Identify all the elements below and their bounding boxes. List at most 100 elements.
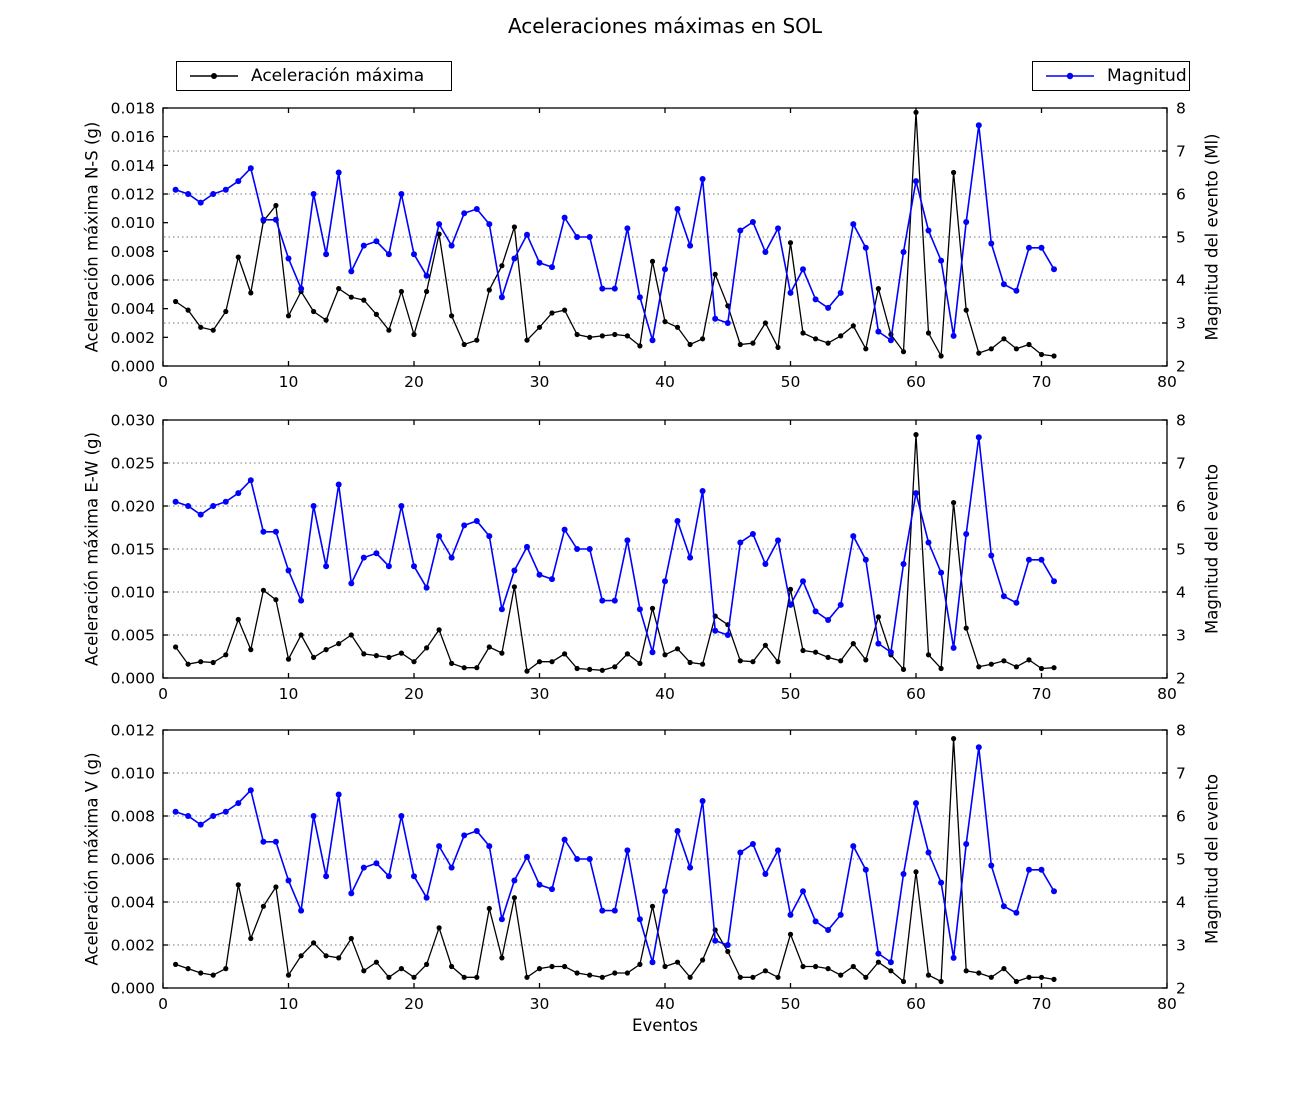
series-aceleracion-marker xyxy=(398,288,404,295)
series-aceleracion-marker xyxy=(612,331,618,338)
series-aceleracion-marker xyxy=(813,336,819,342)
series-aceleracion-marker xyxy=(637,343,643,349)
series-aceleracion-marker xyxy=(687,659,693,666)
series-aceleracion-marker xyxy=(925,330,932,336)
series-magnitud-marker xyxy=(925,539,932,546)
y-tick-label-left: 0.025 xyxy=(111,455,155,473)
y-tick-label-left: 0.014 xyxy=(111,157,155,175)
series-aceleracion-marker xyxy=(235,616,241,623)
series-aceleracion-marker xyxy=(361,968,367,974)
series-magnitud-marker xyxy=(925,227,932,234)
series-magnitud-marker xyxy=(950,332,957,339)
series-magnitud-marker xyxy=(511,255,518,262)
series-aceleracion-marker xyxy=(273,202,279,209)
series-magnitud-marker xyxy=(950,644,957,651)
series-magnitud-marker xyxy=(260,838,267,845)
x-tick-label: 0 xyxy=(158,373,168,391)
series-magnitud-marker xyxy=(536,881,543,888)
series-aceleracion-marker xyxy=(348,935,354,942)
series-magnitud-marker xyxy=(348,580,355,587)
y-tick-label-left: 0.012 xyxy=(111,186,155,204)
series-magnitud-marker xyxy=(461,522,468,529)
series-aceleracion-marker xyxy=(386,654,392,661)
series-aceleracion-marker xyxy=(737,974,743,980)
series-aceleracion-marker xyxy=(775,974,781,980)
series-magnitud-marker xyxy=(611,597,618,604)
series-magnitud-marker xyxy=(724,632,731,638)
y-tick-label-right: 6 xyxy=(1176,808,1186,826)
series-aceleracion-marker xyxy=(486,287,492,293)
series-aceleracion-marker xyxy=(373,311,379,317)
series-aceleracion-marker xyxy=(863,346,869,352)
series-magnitud-marker xyxy=(549,264,555,271)
x-tick-label: 30 xyxy=(530,995,550,1013)
series-magnitud-marker xyxy=(624,537,631,544)
series-aceleracion-marker xyxy=(549,310,555,316)
series-magnitud-marker xyxy=(1051,266,1057,273)
y-tick-label-right: 3 xyxy=(1176,627,1186,645)
series-aceleracion-marker xyxy=(273,884,279,890)
series-magnitud-marker xyxy=(373,860,380,867)
y-tick-label-left: 0.000 xyxy=(111,980,155,998)
series-magnitud-marker xyxy=(210,191,217,197)
axes-frame xyxy=(162,419,1168,679)
series-aceleracion-marker xyxy=(951,169,957,176)
series-magnitud-marker xyxy=(498,606,505,613)
series-aceleracion-marker xyxy=(863,974,869,980)
series-aceleracion-marker xyxy=(750,340,756,346)
series-aceleracion-marker xyxy=(1051,353,1057,359)
series-magnitud-marker xyxy=(524,853,530,860)
series-aceleracion-marker xyxy=(285,972,292,978)
series-aceleracion-marker xyxy=(587,666,593,673)
x-tick-label: 70 xyxy=(1032,373,1052,391)
series-aceleracion-marker xyxy=(511,584,517,590)
series-aceleracion-marker xyxy=(449,660,455,667)
series-magnitud-marker xyxy=(524,231,530,238)
series-magnitud-marker xyxy=(938,569,945,576)
ylabel-ew: Aceleración máxima E-W (g) xyxy=(82,432,102,666)
series-magnitud-marker xyxy=(222,498,229,505)
series-aceleracion-marker xyxy=(173,298,179,305)
series-magnitud-marker xyxy=(649,959,656,966)
series-aceleracion-marker xyxy=(260,587,266,593)
y-tick-label-left: 0.010 xyxy=(111,765,155,783)
chart-title: Aceleraciones máximas en SOL xyxy=(507,14,823,38)
ylabel-v: Aceleración máxima V (g) xyxy=(82,752,102,966)
series-magnitud-marker xyxy=(411,251,417,258)
series-magnitud-marker xyxy=(775,225,781,232)
legend-label-magnitud: Magnitud xyxy=(1107,66,1187,86)
series-aceleracion-marker xyxy=(524,974,530,980)
series-aceleracion-marker xyxy=(599,333,605,339)
series-magnitud-marker xyxy=(360,554,367,561)
y-tick-label-right: 3 xyxy=(1176,937,1186,955)
series-aceleracion-marker xyxy=(1026,974,1032,980)
series-aceleracion-marker xyxy=(461,341,467,348)
y-tick-label-right: 2 xyxy=(1176,980,1186,998)
series-magnitud-marker xyxy=(423,272,430,279)
series-magnitud-marker xyxy=(887,649,894,656)
series-magnitud-marker xyxy=(749,531,756,537)
series-aceleracion-marker xyxy=(1001,966,1007,972)
x-tick-label: 30 xyxy=(530,685,550,703)
series-magnitud-marker xyxy=(335,791,342,798)
y-tick-label-left: 0.004 xyxy=(111,300,155,318)
series-magnitud-marker xyxy=(586,546,593,552)
series-magnitud-marker xyxy=(436,221,443,228)
series-aceleracion-marker xyxy=(925,652,932,658)
y-tick-label-right: 4 xyxy=(1176,272,1186,290)
series-aceleracion-marker xyxy=(662,319,668,325)
series-magnitud-marker xyxy=(1000,593,1007,600)
series-magnitud-marker xyxy=(398,191,405,197)
y-tick-label-left: 0.004 xyxy=(111,894,155,912)
series-magnitud-marker xyxy=(850,843,857,850)
series-magnitud-marker xyxy=(411,873,417,880)
series-aceleracion-marker xyxy=(813,649,819,655)
series-aceleracion-marker xyxy=(223,652,229,658)
subplot-v: 0.000 0.002 0.004 0.006 0.008 0.010 0.012 2 3 4 5 6… xyxy=(111,722,1186,1014)
series-magnitud-marker xyxy=(524,543,530,550)
series-aceleracion-marker xyxy=(624,651,631,657)
x-tick-label: 10 xyxy=(279,373,299,391)
series-magnitud-marker xyxy=(900,249,907,255)
series-aceleracion-marker xyxy=(474,337,480,343)
series-aceleracion-marker xyxy=(612,970,618,976)
